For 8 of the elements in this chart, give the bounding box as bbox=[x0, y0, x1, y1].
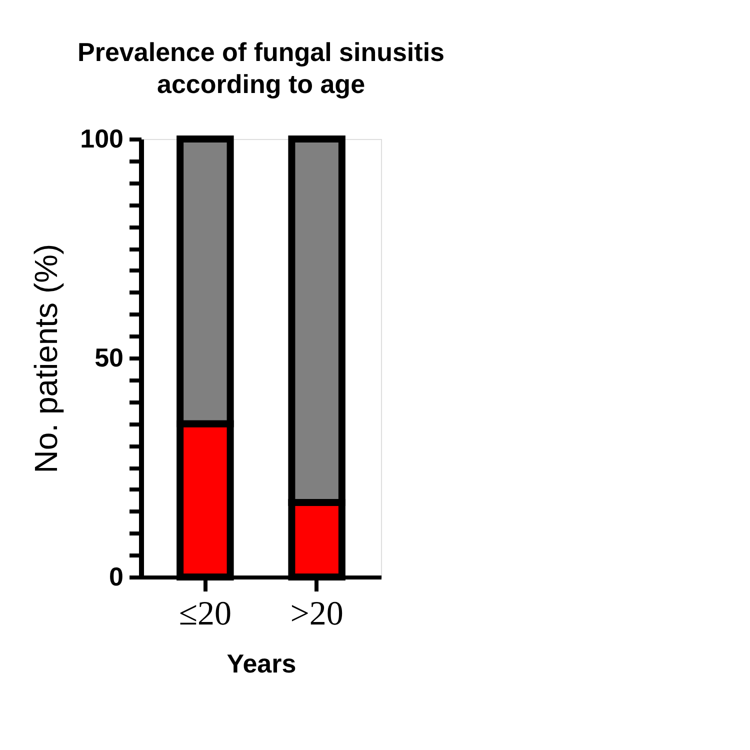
x-tick-label: >20 bbox=[290, 596, 344, 632]
chart-title: Prevalence of fungal sinusitis according to age bbox=[78, 37, 444, 99]
y-axis-title: No. patients (%) bbox=[28, 244, 64, 474]
y-tick-label: 100 bbox=[80, 124, 124, 154]
x-axis-title: Years bbox=[226, 648, 296, 678]
y-tick-label: 0 bbox=[109, 562, 124, 592]
x-tick-label: ≤20 bbox=[178, 596, 232, 632]
y-tick-label: 50 bbox=[94, 342, 124, 372]
